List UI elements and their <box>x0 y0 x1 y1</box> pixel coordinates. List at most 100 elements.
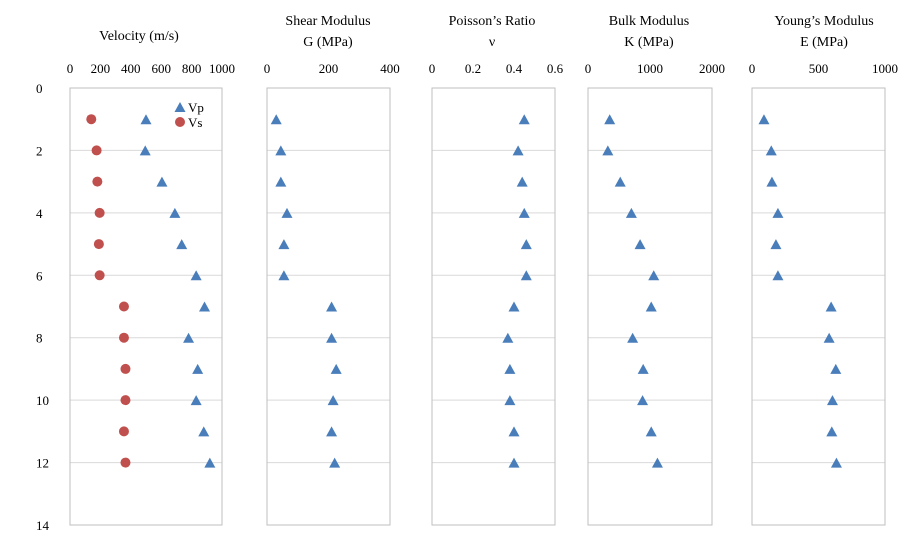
data-point-triangle <box>520 239 532 250</box>
data-point-triangle <box>199 301 211 312</box>
data-point-triangle <box>183 332 195 343</box>
data-point-triangle <box>830 363 842 374</box>
x-tick-label: 200 <box>319 61 339 76</box>
data-point-triangle <box>198 426 210 437</box>
data-point-circle <box>120 363 131 374</box>
x-tick-label: 1000 <box>209 61 235 76</box>
legend-label: Vs <box>188 115 202 130</box>
data-point-triangle <box>275 176 287 187</box>
x-tick-label: 0 <box>749 61 756 76</box>
data-point-triangle <box>765 145 777 156</box>
data-point-triangle <box>518 207 530 218</box>
legend-marker-circle <box>175 117 185 127</box>
data-point-triangle <box>270 114 282 125</box>
data-point-triangle <box>645 301 657 312</box>
data-point-triangle <box>772 270 784 281</box>
x-tick-label: 1000 <box>637 61 663 76</box>
y-tick-label: 4 <box>36 206 43 221</box>
data-point-circle <box>118 301 129 312</box>
data-point-triangle <box>504 395 516 406</box>
data-point-circle <box>92 176 103 187</box>
chart-title: Shear Modulus <box>285 14 370 29</box>
data-point-circle <box>93 239 104 250</box>
data-point-triangle <box>512 145 524 156</box>
data-point-circle <box>94 270 105 281</box>
chart-title: Poisson’s Ratio <box>449 14 536 29</box>
data-point-triangle <box>190 395 202 406</box>
plot-frame <box>587 87 713 526</box>
y-tick-label: 12 <box>36 456 49 471</box>
data-point-circle <box>120 395 131 406</box>
data-point-triangle <box>190 270 202 281</box>
x-tick-label: 400 <box>121 61 141 76</box>
x-tick-label: 0 <box>67 61 74 76</box>
data-point-triangle <box>634 239 646 250</box>
data-point-circle <box>94 207 105 218</box>
data-point-triangle <box>625 207 637 218</box>
data-point-triangle <box>516 176 528 187</box>
data-point-triangle <box>176 239 188 250</box>
legend-marker-triangle <box>174 102 186 112</box>
chart-title: E (MPa) <box>800 35 848 50</box>
data-point-triangle <box>508 301 520 312</box>
x-tick-label: 400 <box>380 61 400 76</box>
data-point-triangle <box>826 426 838 437</box>
data-point-triangle <box>830 457 842 468</box>
data-point-triangle <box>823 332 835 343</box>
chart-panel: Shear Modulus G (MPa) 0 200 400 <box>264 14 400 526</box>
data-point-triangle <box>327 395 339 406</box>
chart-title: K (MPa) <box>624 35 674 50</box>
data-point-triangle <box>275 145 287 156</box>
chart-panel: Velocity (m/s) 0 200 400 600 800 1000 <box>67 29 235 526</box>
x-tick-label: 1000 <box>872 61 898 76</box>
data-point-triangle <box>326 426 338 437</box>
legend-label: Vp <box>188 100 204 115</box>
chart-panel: Young’s Modulus E (MPa) 0 500 1000 <box>749 14 898 526</box>
data-point-triangle <box>825 301 837 312</box>
x-tick-label: 0 <box>585 61 592 76</box>
y-tick-label: 10 <box>36 393 49 408</box>
data-point-triangle <box>637 395 649 406</box>
x-tick-label: 0.6 <box>547 61 564 76</box>
y-tick-label: 6 <box>36 268 43 283</box>
data-point-triangle <box>326 301 338 312</box>
data-point-triangle <box>637 363 649 374</box>
data-point-circle <box>86 114 97 125</box>
x-tick-label: 500 <box>809 61 829 76</box>
data-point-triangle <box>508 426 520 437</box>
data-point-triangle <box>139 145 151 156</box>
x-tick-label: 0 <box>429 61 436 76</box>
data-point-triangle <box>772 207 784 218</box>
data-point-triangle <box>281 207 293 218</box>
data-point-triangle <box>648 270 660 281</box>
x-tick-label: 2000 <box>699 61 725 76</box>
plot-frame <box>266 87 391 526</box>
data-point-triangle <box>627 332 639 343</box>
data-point-triangle <box>278 270 290 281</box>
y-tick-label: 8 <box>36 331 43 346</box>
data-point-triangle <box>604 114 616 125</box>
chart-panel: Poisson’s Ratio ν 0 0.2 0.4 0.6 <box>429 14 564 526</box>
data-point-triangle <box>330 363 342 374</box>
chart-panel: Bulk Modulus K (MPa) 0 1000 2000 <box>585 14 725 526</box>
y-tick-label: 2 <box>36 143 43 158</box>
data-point-triangle <box>204 457 216 468</box>
data-point-circle <box>118 426 129 437</box>
data-point-triangle <box>651 457 663 468</box>
chart-title: Young’s Modulus <box>774 14 873 29</box>
data-point-triangle <box>766 176 778 187</box>
data-point-triangle <box>140 114 152 125</box>
data-point-triangle <box>758 114 770 125</box>
data-point-triangle <box>614 176 626 187</box>
data-point-triangle <box>156 176 168 187</box>
data-point-triangle <box>169 207 181 218</box>
data-point-triangle <box>826 395 838 406</box>
data-point-triangle <box>504 363 516 374</box>
data-point-circle <box>118 332 129 343</box>
x-tick-label: 0 <box>264 61 271 76</box>
plot-frame <box>69 87 223 526</box>
plot-frame <box>431 87 556 526</box>
data-point-triangle <box>770 239 782 250</box>
